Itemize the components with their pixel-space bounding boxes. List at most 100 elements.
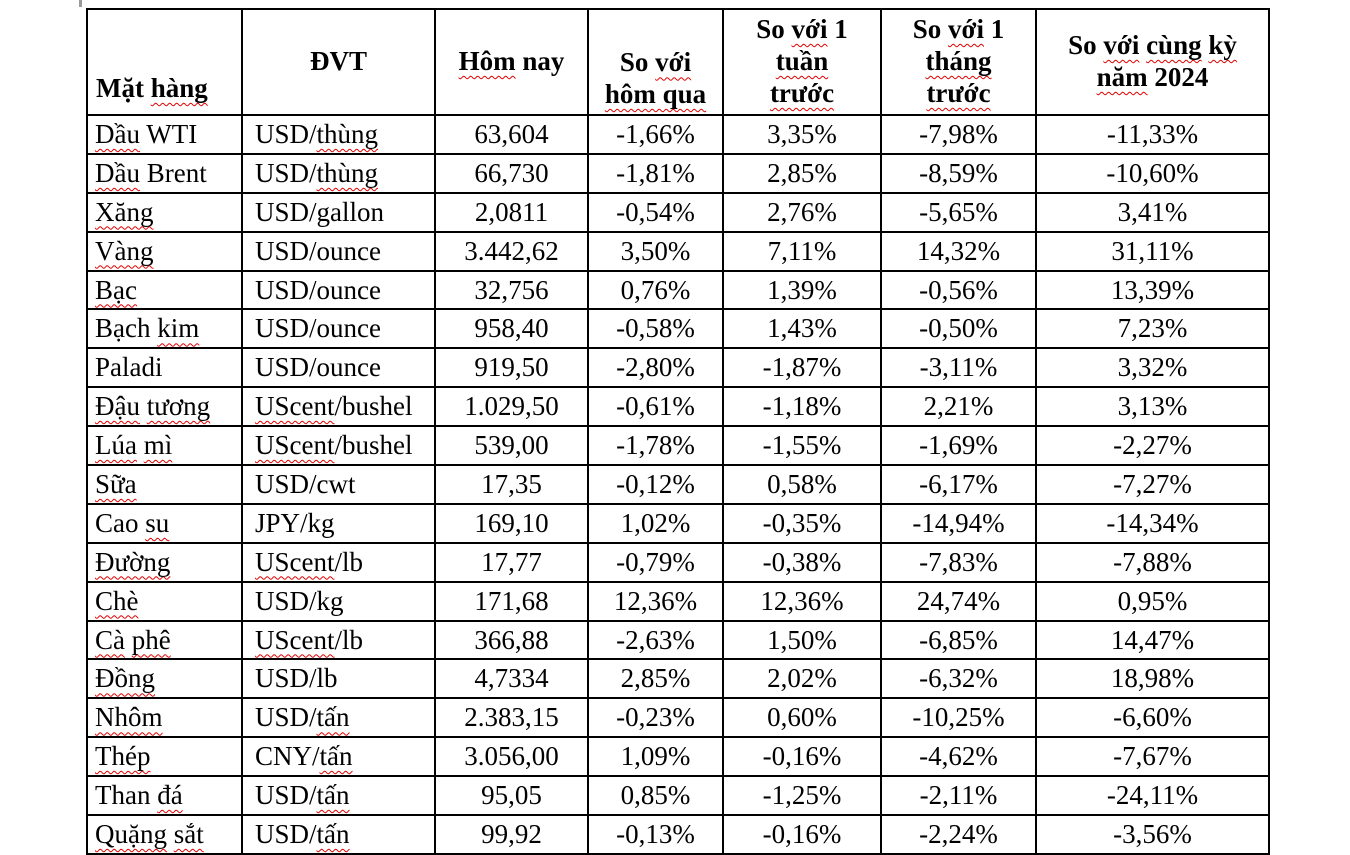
vs-month-cell: -7,83% bbox=[880, 541, 1037, 583]
vs-yesterday-cell: -1,81% bbox=[587, 152, 724, 194]
vs-week-cell: 2,85% bbox=[722, 152, 882, 194]
commodity-name-cell: Cao su bbox=[86, 502, 243, 544]
table-row: Xăng USD/gallon 2,0811 -0,54% 2,76% -5,65% 3,4… bbox=[86, 191, 1270, 233]
vs-2024-cell: 0,95% bbox=[1035, 580, 1270, 622]
commodity-name-cell: Lúa mì bbox=[86, 425, 243, 467]
commodity-name-cell: Thép bbox=[86, 736, 243, 778]
vs-2024-cell: -24,11% bbox=[1035, 775, 1270, 817]
column-header-vs_week: So với 1 tuần trước bbox=[722, 8, 882, 116]
vs-yesterday-cell: 1,09% bbox=[587, 736, 724, 778]
table-row: Bạch kim USD/ounce 958,40 -0,58% 1,43% -0,50%… bbox=[86, 308, 1270, 350]
table-row: Than đá USD/tấn 95,05 0,85% -1,25% -2,11% -24,… bbox=[86, 775, 1270, 817]
spellcheck-underline: trước bbox=[926, 77, 991, 108]
spellcheck-underline: tuần bbox=[775, 46, 829, 77]
unit-cell: USD/kg bbox=[241, 580, 436, 622]
today-value-cell: 366,88 bbox=[434, 619, 589, 661]
spellcheck-underline: tháng bbox=[925, 46, 992, 77]
spellcheck-underline: cùng bbox=[1146, 30, 1202, 61]
table-row: Đường UScent/lb 17,77 -0,79% -0,38% -7,83% -7,… bbox=[86, 541, 1270, 583]
spellcheck-underline: Quặng bbox=[95, 818, 167, 849]
vs-2024-cell: 14,47% bbox=[1035, 619, 1270, 661]
spellcheck-underline: UScent bbox=[255, 546, 335, 577]
today-value-cell: 1.029,50 bbox=[434, 386, 589, 428]
spellcheck-underline: Xăng bbox=[95, 196, 154, 227]
spellcheck-underline: kim bbox=[157, 313, 200, 344]
spellcheck-underline: Vàng bbox=[95, 235, 154, 266]
vs-month-cell: 2,21% bbox=[880, 386, 1037, 428]
vs-month-cell: -10,25% bbox=[880, 697, 1037, 739]
vs-week-cell: -0,16% bbox=[722, 814, 882, 855]
vs-yesterday-cell: -0,61% bbox=[587, 386, 724, 428]
spellcheck-underline: với bbox=[948, 14, 984, 45]
vs-2024-cell: -11,33% bbox=[1035, 114, 1270, 155]
column-header-name: Mặt hàng bbox=[86, 8, 243, 116]
spellcheck-underline: Cà bbox=[95, 624, 125, 655]
vs-yesterday-cell: 2,85% bbox=[587, 658, 724, 700]
vs-week-cell: -0,16% bbox=[722, 736, 882, 778]
commodity-name-cell: Dầu Brent bbox=[86, 152, 243, 194]
unit-cell: USD/ounce bbox=[241, 308, 436, 350]
commodity-name-cell: Đường bbox=[86, 541, 243, 583]
today-value-cell: 32,756 bbox=[434, 269, 589, 311]
vs-month-cell: -5,65% bbox=[880, 191, 1037, 233]
table-header: Mặt hàng ĐVT Hôm nay So với hôm qua So với 1… bbox=[86, 8, 1270, 116]
vs-yesterday-cell: -0,23% bbox=[587, 697, 724, 739]
vs-month-cell: 14,32% bbox=[880, 230, 1037, 272]
vs-2024-cell: -7,88% bbox=[1035, 541, 1270, 583]
vs-2024-cell: -7,67% bbox=[1035, 736, 1270, 778]
table-row: Nhôm USD/tấn 2.383,15 -0,23% 0,60% -10,25% -6,… bbox=[86, 697, 1270, 739]
commodity-name-cell: Xăng bbox=[86, 191, 243, 233]
table-row: Paladi USD/ounce 919,50 -2,80% -1,87% -3,11% 3… bbox=[86, 347, 1270, 389]
spellcheck-underline: với bbox=[1103, 30, 1140, 61]
today-value-cell: 3.442,62 bbox=[434, 230, 589, 272]
spellcheck-underline: tấn bbox=[316, 780, 350, 811]
commodity-name-cell: Sữa bbox=[86, 464, 243, 505]
spellcheck-underline: UScent bbox=[255, 430, 335, 461]
column-header-vs_2024: So với cùng kỳ năm 2024 bbox=[1035, 8, 1270, 116]
spellcheck-underline: hàng bbox=[150, 73, 208, 104]
spellcheck-underline: với bbox=[655, 47, 692, 78]
unit-cell: USD/lb bbox=[241, 658, 436, 700]
commodity-name-cell: Cà phê bbox=[86, 619, 243, 661]
unit-cell: USD/thùng bbox=[241, 152, 436, 194]
table-row: Cà phê UScent/lb 366,88 -2,63% 1,50% -6,85% 14… bbox=[86, 619, 1270, 661]
spellcheck-underline: với bbox=[791, 14, 828, 45]
spellcheck-underline: sắt bbox=[173, 818, 204, 849]
today-value-cell: 2,0811 bbox=[434, 191, 589, 233]
vs-month-cell: -8,59% bbox=[880, 152, 1037, 194]
spellcheck-underline: Đường bbox=[95, 546, 171, 577]
unit-cell: USD/ounce bbox=[241, 347, 436, 389]
spellcheck-underline: Chè bbox=[95, 585, 139, 616]
unit-cell: USD/tấn bbox=[241, 775, 436, 817]
vs-2024-cell: 3,13% bbox=[1035, 386, 1270, 428]
commodity-name-cell: Đồng bbox=[86, 658, 243, 700]
vs-2024-cell: 18,98% bbox=[1035, 658, 1270, 700]
vs-2024-cell: -2,27% bbox=[1035, 425, 1270, 467]
vs-month-cell: -0,56% bbox=[880, 269, 1037, 311]
table-body: Dầu WTI USD/thùng 63,604 -1,66% 3,35% -7,98% -… bbox=[86, 114, 1270, 855]
spellcheck-underline: tấn bbox=[316, 818, 350, 849]
spellcheck-underline: Dầu bbox=[95, 118, 140, 149]
today-value-cell: 17,35 bbox=[434, 464, 589, 505]
spellcheck-underline: Dầu bbox=[95, 157, 140, 188]
vs-month-cell: -2,24% bbox=[880, 814, 1037, 855]
commodity-name-cell: Dầu WTI bbox=[86, 114, 243, 155]
table-row: Chè USD/kg 171,68 12,36% 12,36% 24,74% 0,95% bbox=[86, 580, 1270, 622]
vs-week-cell: 12,36% bbox=[722, 580, 882, 622]
vs-2024-cell: 7,23% bbox=[1035, 308, 1270, 350]
page-edge-tick bbox=[79, 0, 82, 7]
commodity-name-cell: Nhôm bbox=[86, 697, 243, 739]
commodity-name-cell: Than đá bbox=[86, 775, 243, 817]
unit-cell: UScent/bushel bbox=[241, 386, 436, 428]
spellcheck-underline: Đậu bbox=[95, 391, 140, 422]
spellcheck-underline: đá bbox=[157, 780, 183, 811]
today-value-cell: 95,05 bbox=[434, 775, 589, 817]
vs-2024-cell: -14,34% bbox=[1035, 502, 1270, 544]
commodity-name-cell: Chè bbox=[86, 580, 243, 622]
vs-week-cell: 0,58% bbox=[722, 464, 882, 505]
today-value-cell: 63,604 bbox=[434, 114, 589, 155]
today-value-cell: 66,730 bbox=[434, 152, 589, 194]
vs-yesterday-cell: -0,13% bbox=[587, 814, 724, 855]
header-row: Mặt hàng ĐVT Hôm nay So với hôm qua So với 1… bbox=[86, 8, 1270, 116]
table-row: Lúa mì UScent/bushel 539,00 -1,78% -1,55% -1,… bbox=[86, 425, 1270, 467]
